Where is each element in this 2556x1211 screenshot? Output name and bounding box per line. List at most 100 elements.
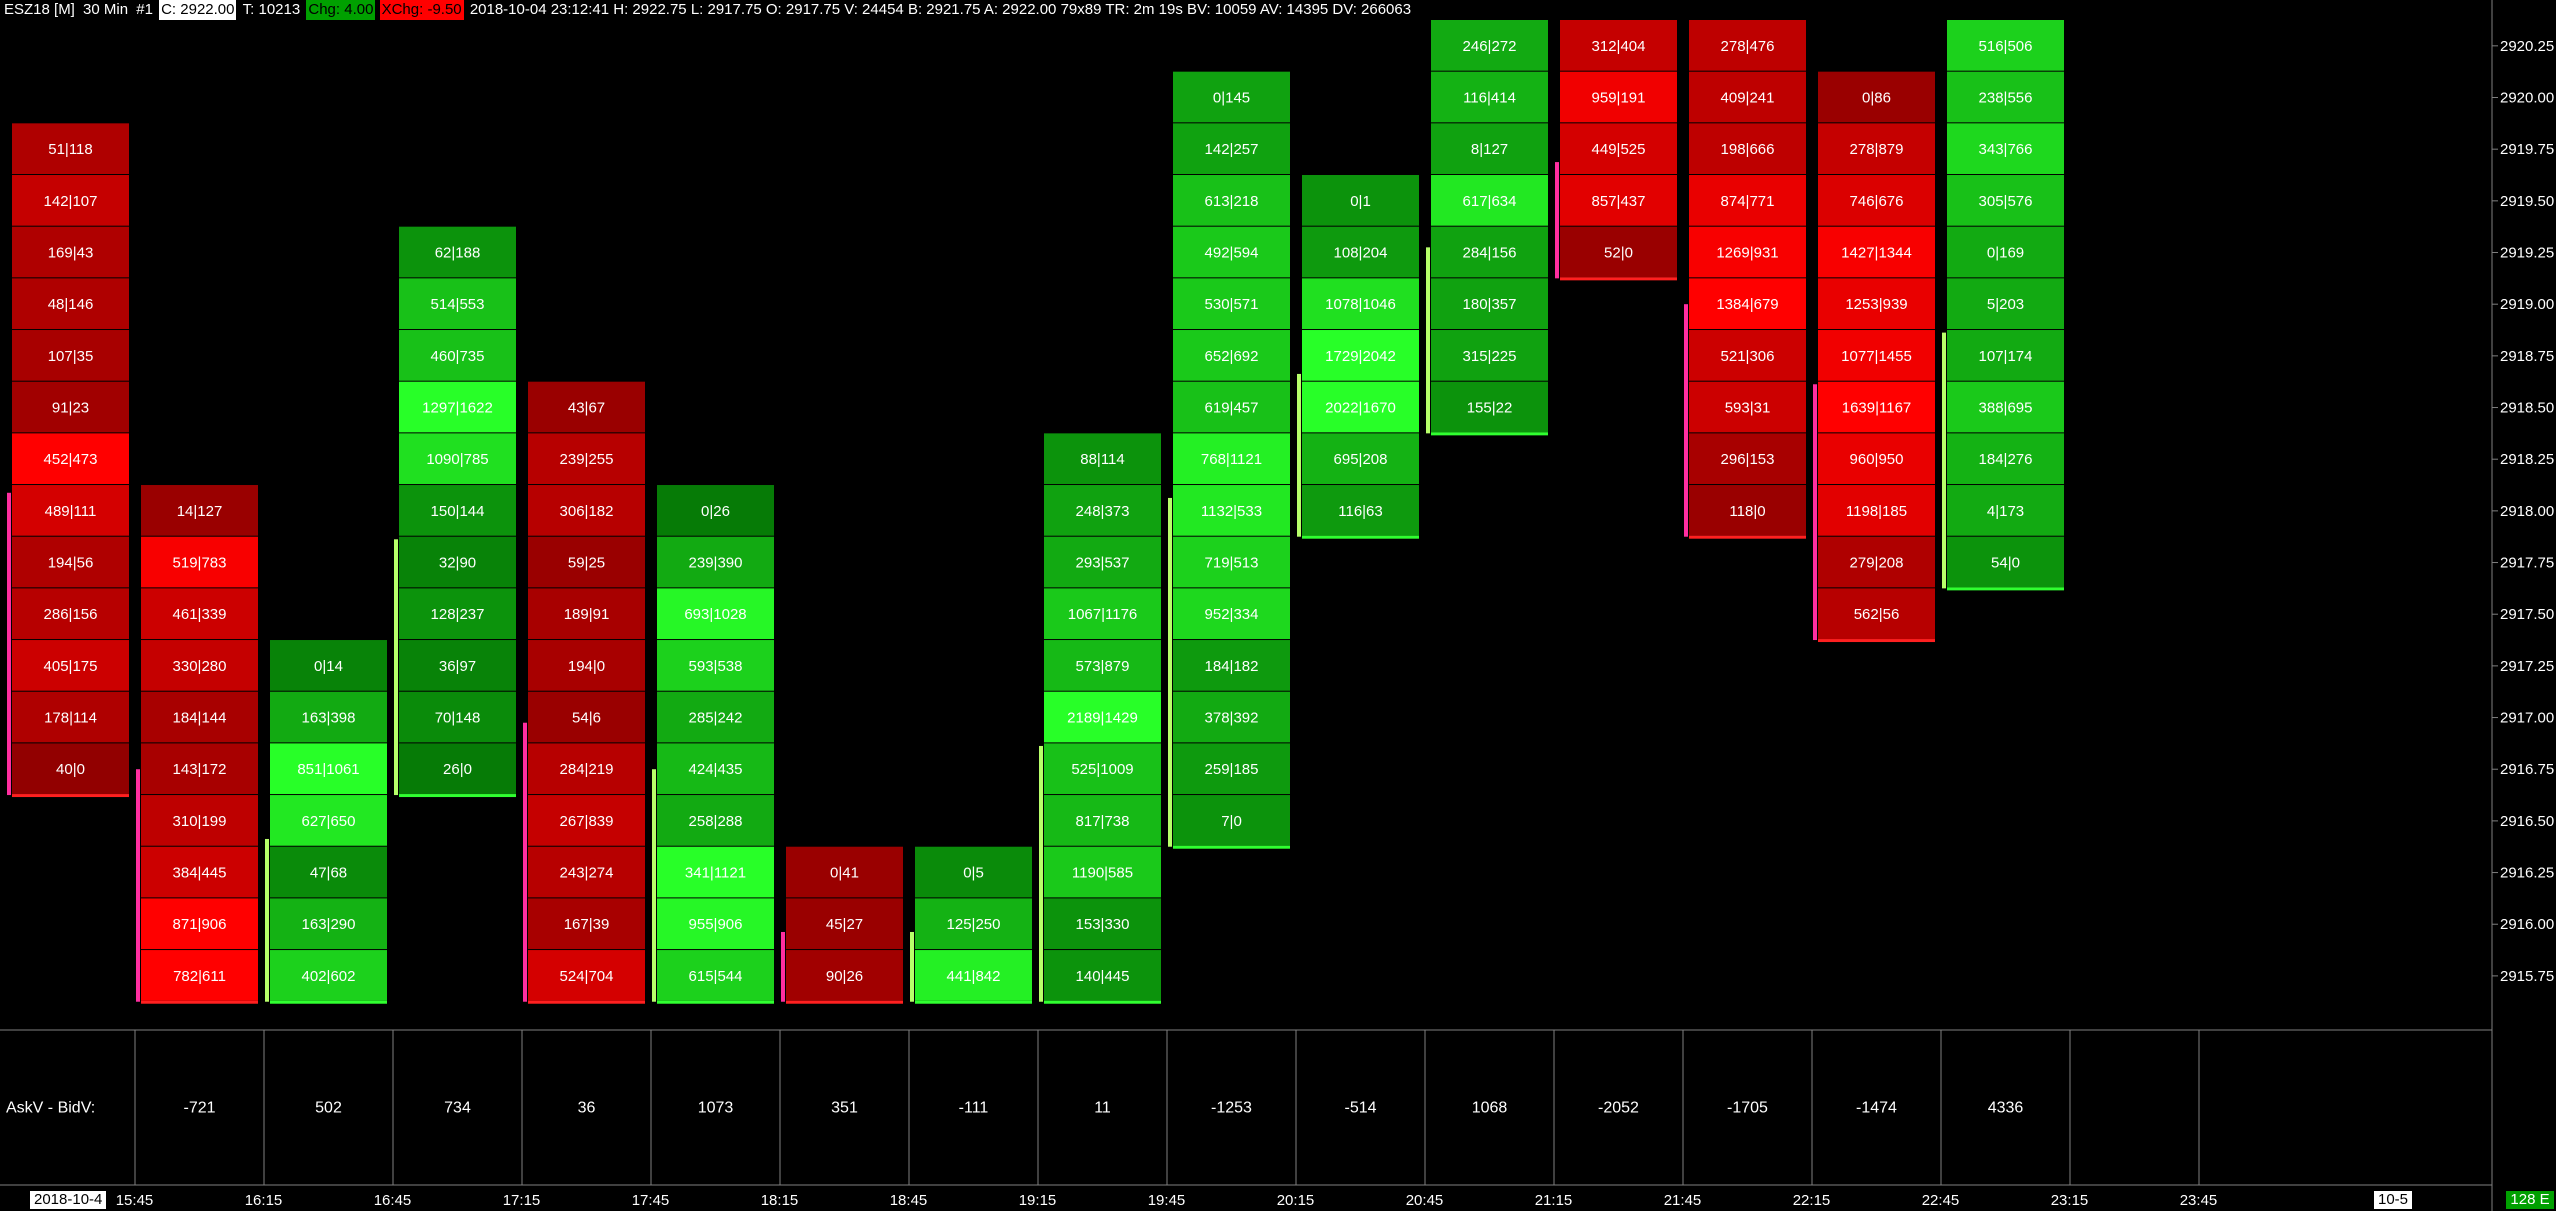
- footprint-cell: [1560, 20, 1677, 71]
- cell-value: 617|634: [1463, 193, 1517, 210]
- cell-value: 341|1121: [685, 865, 746, 882]
- cell-value: 693|1028: [684, 606, 746, 623]
- footprint-cell: [1044, 846, 1161, 898]
- chart-number: #1: [136, 1, 153, 18]
- cell-value: 284|156: [1463, 245, 1517, 262]
- delta-value: 1068: [1472, 1100, 1508, 1117]
- cell-value: 955|906: [689, 916, 743, 933]
- cell-value: 107|35: [48, 348, 94, 365]
- footprint-cell: [657, 743, 774, 795]
- bar-side-marker: [1942, 332, 1946, 589]
- footprint-cell: [1173, 795, 1290, 846]
- footprint-cell: [12, 640, 129, 691]
- footprint-cell: [1302, 278, 1419, 330]
- footprint-cell: [1173, 640, 1290, 691]
- cell-value: 746|676: [1850, 193, 1904, 210]
- footprint-cell: [1560, 71, 1677, 123]
- footprint-cell: [12, 123, 129, 175]
- cell-value: 619|457: [1205, 400, 1259, 417]
- footprint-cell: [657, 640, 774, 691]
- cell-value: 239|255: [560, 451, 614, 468]
- footprint-cell: [1818, 226, 1935, 278]
- cell-value: 1132|533: [1201, 503, 1262, 520]
- cell-value: 0|14: [314, 658, 343, 675]
- footprint-cell: [1431, 226, 1548, 278]
- footprint-cell: [657, 898, 774, 950]
- delta-value: -1474: [1856, 1100, 1897, 1117]
- cell-value: 4|173: [1987, 503, 2024, 520]
- footprint-cell: [528, 846, 645, 898]
- price-badge: 128 E: [2506, 1191, 2554, 1209]
- footprint-cell: [786, 898, 903, 950]
- footprint-cell: [657, 950, 774, 1001]
- bar-base-line: [141, 1000, 258, 1004]
- cell-value: 1297|1622: [422, 400, 493, 417]
- cell-value: 194|56: [48, 555, 94, 572]
- footprint-cell: [1947, 536, 2064, 588]
- cell-value: 284|219: [560, 761, 614, 778]
- cell-value: 246|272: [1463, 38, 1517, 55]
- footprint-cell: [399, 640, 516, 691]
- bar-base-line: [270, 1000, 387, 1004]
- footprint-cell: [1818, 278, 1935, 330]
- date-badge-left: 2018-10-4: [30, 1191, 107, 1209]
- cell-value: 142|257: [1205, 141, 1259, 158]
- cell-value: 409|241: [1721, 90, 1775, 107]
- time-tick-label: 21:15: [1535, 1192, 1573, 1209]
- bar-base-line: [399, 794, 516, 798]
- cell-value: 178|114: [44, 710, 97, 727]
- date-badge-right: 10-5: [2374, 1191, 2413, 1209]
- cell-value: 768|1121: [1201, 451, 1262, 468]
- footprint-cell: [1689, 330, 1806, 381]
- cell-value: 153|330: [1076, 916, 1130, 933]
- bar-side-marker: [136, 769, 140, 1002]
- cell-value: 14|127: [177, 503, 223, 520]
- cell-value: 343|766: [1979, 141, 2033, 158]
- footprint-cell: [1689, 123, 1806, 175]
- cell-value: 1384|679: [1716, 296, 1778, 313]
- footprint-cell: [1689, 485, 1806, 536]
- cell-value: 615|544: [689, 968, 743, 985]
- footprint-cell: [1173, 330, 1290, 381]
- footprint-cell: [141, 485, 258, 536]
- footprint-cell: [399, 433, 516, 485]
- footprint-cell: [1431, 381, 1548, 433]
- footprint-cell: [12, 330, 129, 381]
- footprint-cell: [528, 950, 645, 1001]
- footprint-cell: [1044, 950, 1161, 1001]
- footprint-cell: [1947, 71, 2064, 123]
- cell-value: 405|175: [44, 658, 98, 675]
- bar-base-line: [1560, 277, 1677, 281]
- cell-value: 562|56: [1854, 606, 1900, 623]
- footprint-cell: [141, 588, 258, 640]
- footprint-cell: [1044, 743, 1161, 795]
- footprint-cell: [1947, 485, 2064, 536]
- delta-value: -1253: [1211, 1100, 1252, 1117]
- cell-value: 258|288: [689, 813, 743, 830]
- footprint-cell: [1044, 898, 1161, 950]
- footprint-cell: [1302, 226, 1419, 278]
- delta-value: -514: [1344, 1100, 1376, 1117]
- cell-value: 441|842: [947, 968, 1001, 985]
- cell-value: 54|0: [1991, 555, 2020, 572]
- footprint-cell: [1560, 175, 1677, 226]
- delta-value: -721: [183, 1100, 215, 1117]
- footprint-cell: [528, 381, 645, 433]
- footprint-cell: [1173, 381, 1290, 433]
- cell-value: 108|204: [1334, 245, 1388, 262]
- close-price-badge: C: 2922.00: [159, 0, 237, 20]
- price-tick-label: 2917.75: [2500, 555, 2554, 572]
- cell-value: 36|97: [439, 658, 476, 675]
- footprint-cell: [1302, 175, 1419, 226]
- bar-base-line: [1173, 845, 1290, 849]
- footprint-cell: [528, 795, 645, 846]
- time-tick-label: 18:15: [761, 1192, 799, 1209]
- footprint-cell: [1044, 433, 1161, 485]
- time-axis: 15:45 16:15 16:45 17:15 17:45 18:15 18:45 19:15…: [116, 1192, 2218, 1209]
- footprint-cell: [12, 175, 129, 226]
- cell-value: 388|695: [1979, 400, 2033, 417]
- cell-value: 259|185: [1205, 761, 1259, 778]
- time-tick-label: 23:45: [2180, 1192, 2218, 1209]
- footprint-cell: [1044, 795, 1161, 846]
